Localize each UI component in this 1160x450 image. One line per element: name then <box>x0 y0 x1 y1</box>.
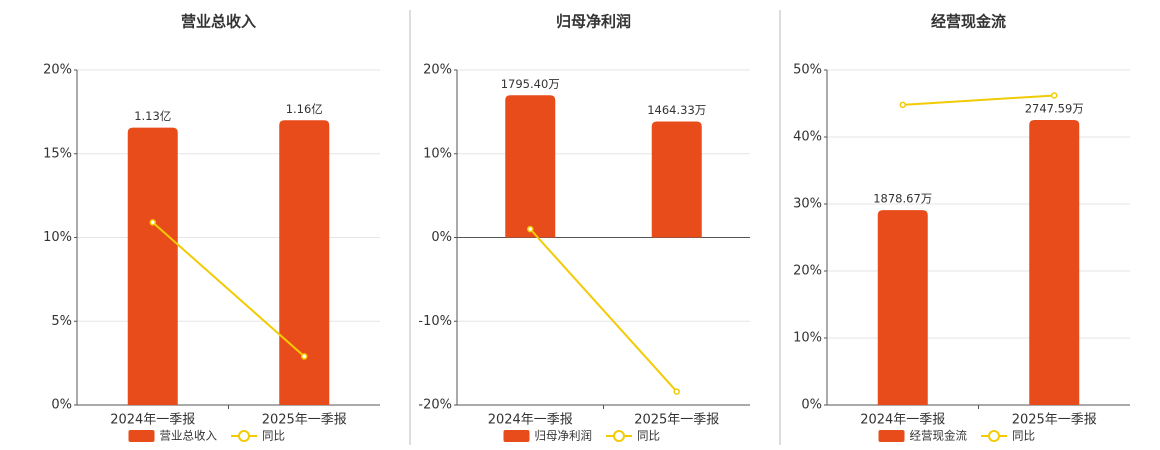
point <box>527 225 534 233</box>
legend-swatch <box>503 430 530 442</box>
bar <box>651 121 702 238</box>
y-tick-label: 0% <box>801 398 822 413</box>
y-tick-label: 0% <box>51 398 72 413</box>
point <box>1051 92 1058 99</box>
y-tick-label: -10% <box>418 314 452 329</box>
data-label: 1.13亿 <box>134 109 171 123</box>
bar <box>505 95 556 238</box>
y-tick-label: 50% <box>793 63 822 78</box>
y-tick-label: 20% <box>43 63 72 78</box>
line <box>152 221 305 358</box>
point <box>149 219 156 226</box>
point <box>673 388 680 395</box>
bar <box>127 127 178 405</box>
legend-marker <box>613 430 625 442</box>
data-label: 1464.33万 <box>647 103 706 117</box>
y-tick-label: 30% <box>793 197 822 212</box>
legend-label: 归母净利润 <box>535 429 593 443</box>
bar <box>279 120 330 406</box>
x-tick-label: 2025年一季报 <box>262 413 347 428</box>
y-tick-label: 10% <box>793 331 822 346</box>
x-tick-label: 2025年一季报 <box>1012 413 1097 428</box>
point <box>899 101 906 109</box>
point <box>301 353 308 360</box>
bar <box>877 210 928 405</box>
legend-label: 同比 <box>637 429 660 443</box>
legend-label: 同比 <box>262 429 285 443</box>
chart-title: 营业总收入 <box>181 13 256 31</box>
chart-title: 归母净利润 <box>556 13 631 31</box>
y-tick-label: 15% <box>43 146 72 161</box>
y-tick-label: 20% <box>793 264 822 279</box>
data-label: 1878.67万 <box>873 192 932 206</box>
y-tick-label: 10% <box>423 146 452 161</box>
legend-marker <box>988 430 1000 442</box>
x-tick-label: 2024年一季报 <box>110 413 195 428</box>
y-tick-label: 20% <box>423 63 452 78</box>
line <box>902 94 1055 106</box>
y-tick-label: -20% <box>418 398 452 413</box>
legend-swatch <box>128 430 155 442</box>
legend-swatch <box>878 430 905 442</box>
legend-label: 同比 <box>1012 429 1035 443</box>
y-tick-label: 40% <box>793 130 822 145</box>
y-tick-label: 10% <box>43 230 72 245</box>
x-tick-label: 2024年一季报 <box>860 413 945 428</box>
legend-marker <box>238 430 250 442</box>
bar <box>1029 120 1080 405</box>
data-label: 1795.40万 <box>501 77 560 91</box>
y-tick-label: 0% <box>431 230 452 245</box>
data-label: 2747.59万 <box>1025 102 1084 116</box>
chart-title: 经营现金流 <box>931 13 1006 31</box>
legend-label: 营业总收入 <box>160 429 218 443</box>
line <box>529 228 678 393</box>
x-tick-label: 2024年一季报 <box>488 413 573 428</box>
x-tick-label: 2025年一季报 <box>634 413 719 428</box>
data-label: 1.16亿 <box>286 102 323 116</box>
y-tick-label: 5% <box>51 314 72 329</box>
legend-label: 经营现金流 <box>910 429 968 443</box>
